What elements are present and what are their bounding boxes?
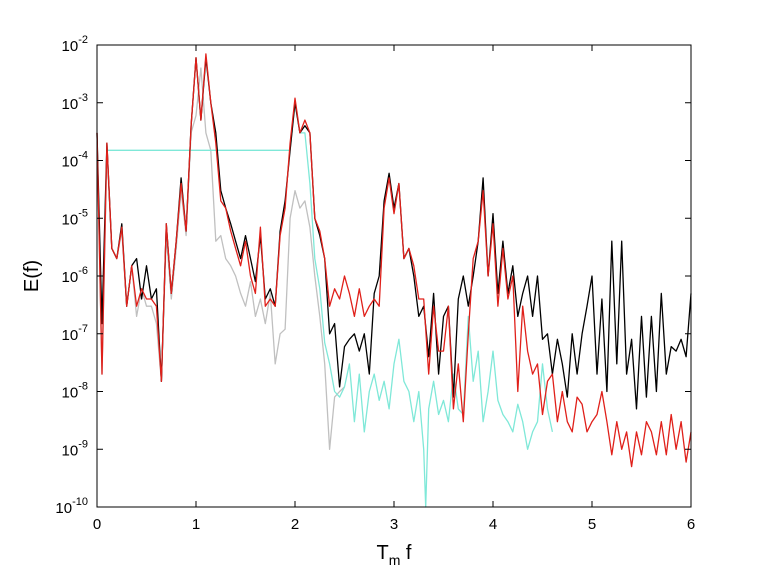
y-tick-label: 10-5 bbox=[62, 207, 88, 228]
y-axis-label: E(f) bbox=[21, 260, 43, 292]
y-tick-label: 10-10 bbox=[55, 496, 88, 517]
y-tick-label: 10-2 bbox=[62, 34, 88, 55]
x-axis-label-subscript: m bbox=[389, 552, 401, 568]
series-line-1 bbox=[96, 67, 345, 450]
y-tick-label: 10-7 bbox=[62, 323, 88, 344]
tick-layer: 0 1 2 3 4 5 6 10-2 10-3 10-4 10-5 10-6 10-7 10-8 10-9 1… bbox=[55, 34, 695, 533]
x-axis-label-suffix: f bbox=[400, 542, 412, 564]
x-tick-label: 3 bbox=[390, 516, 398, 533]
y-tick-label: 10-8 bbox=[62, 381, 88, 402]
x-tick-label: 6 bbox=[687, 516, 695, 533]
series-layer bbox=[96, 53, 692, 508]
x-tick-label: 4 bbox=[489, 516, 497, 533]
x-axis-label-main: T bbox=[376, 542, 388, 564]
x-axis-label: Tm f bbox=[376, 542, 411, 568]
series-line-4 bbox=[96, 53, 692, 468]
plot-frame bbox=[96, 44, 692, 508]
y-tick-label: 10-9 bbox=[62, 438, 88, 459]
series-line-2 bbox=[106, 102, 554, 508]
x-tick-label: 0 bbox=[93, 516, 101, 533]
x-tick-label: 1 bbox=[192, 516, 200, 533]
y-tick-label: 10-4 bbox=[62, 150, 88, 171]
x-tick-label: 5 bbox=[588, 516, 596, 533]
y-tick-label: 10-3 bbox=[62, 92, 88, 113]
y-tick-label: 10-6 bbox=[62, 265, 88, 286]
x-tick-label: 2 bbox=[291, 516, 299, 533]
